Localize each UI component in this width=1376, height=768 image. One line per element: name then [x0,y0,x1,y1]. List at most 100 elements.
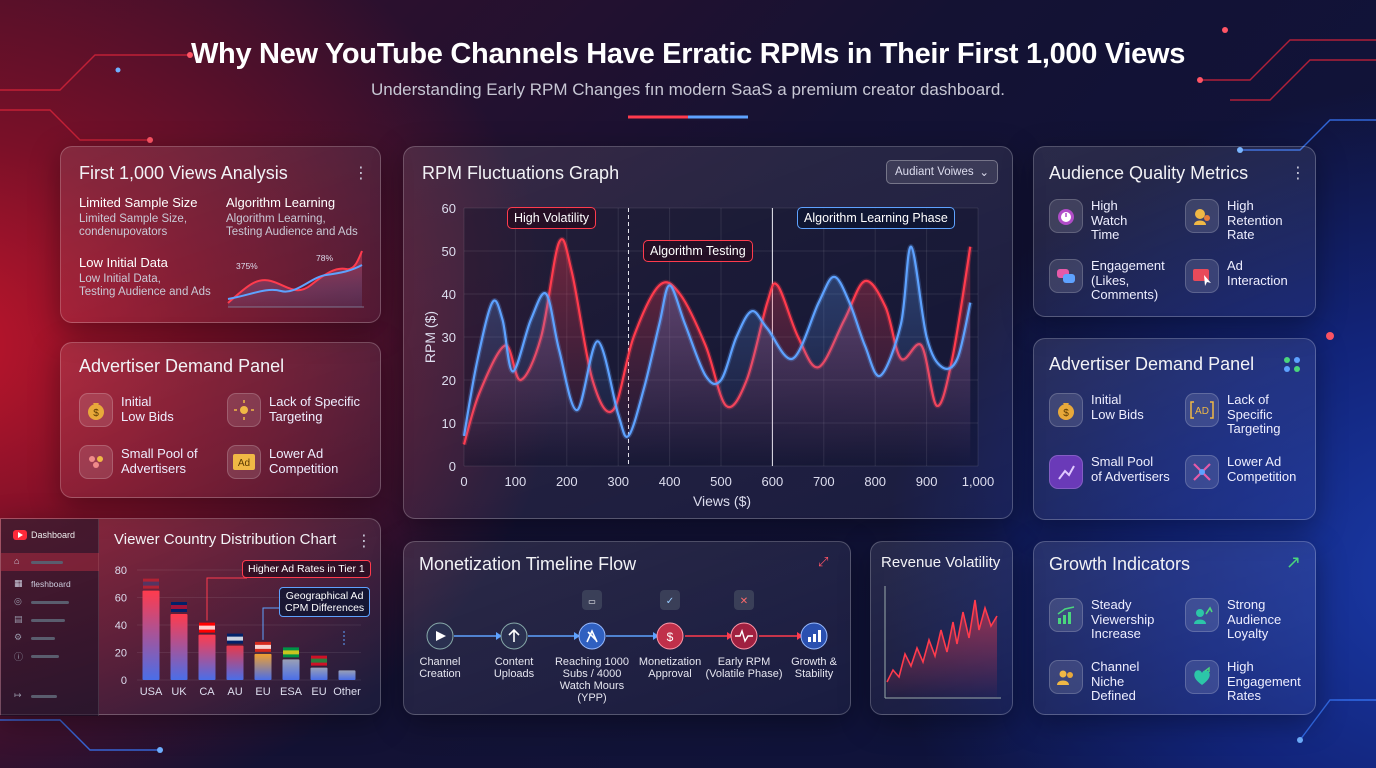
x-tick-label: EU [311,686,326,698]
more-options-icon[interactable]: ⋮ [1290,165,1307,182]
y-tick-label: 20 [442,373,456,388]
demand-item: Ad Lower Ad Competition [227,445,369,479]
timeline-step: Monetization Approval [638,656,702,680]
timeline-flow: $ ▭ ✓ ✕ [426,590,828,650]
svg-text:$: $ [1063,408,1069,419]
x-axis-label: Views ($) [693,493,751,509]
sidebar-item-dashboard[interactable]: ▦ fleshboard [14,578,71,589]
team-icon [1280,353,1304,380]
svg-text:$: $ [93,408,99,419]
demand-item: Small Pool of Advertisers [79,445,221,479]
annotation-algorithm-testing: Algorithm Testing [643,240,753,262]
annotation-high-volatility: High Volatility [507,207,597,229]
x-tick-label: 800 [864,474,886,489]
timeline-step: Content Uploads [493,656,535,680]
y-tick-label: 10 [442,416,456,431]
callout-geo: Geographical Ad CPM Differences [279,587,371,617]
loyalty-icon [1185,598,1219,632]
sidebar-item[interactable]: ▤ [1,611,99,629]
y-tick-label: 40 [442,287,456,302]
panel-title: Viewer Country Distribution Chart [114,531,337,548]
svg-text:$: $ [667,630,674,644]
y-axis-label: RPM ($) [422,311,438,363]
panel-title: RPM Fluctuations Graph [422,163,620,183]
page-title: Why New YouTube Channels Have Erratic RP… [190,38,1186,70]
growth-item: Steady Viewership Increase [1049,597,1181,642]
rpm-graph-panel: RPM Fluctuations Graph Audiant Voiwes ⌄ 0… [403,146,1013,519]
y-tick-label: 50 [442,244,456,259]
series-line [462,245,972,438]
advertiser-demand-panel-left: Advertiser Demand Panel $ Initial Low Bi… [60,342,381,498]
stopwatch-icon [1049,199,1083,233]
metric-item: Ad Interaction [1185,258,1317,293]
revenue-volatility-chart [884,586,1001,699]
advertiser-demand-panel-right: Advertiser Demand Panel $ Initial Low Bi… [1033,338,1316,520]
pool-icon [1049,455,1083,489]
sidebar-item-logout[interactable]: ↦ [1,687,99,705]
panel-title: Monetization Timeline Flow [419,554,637,574]
x-tick-label: 400 [659,474,681,489]
sidebar-item-label: fleshboard [31,579,71,589]
sidebar-item[interactable]: ◎ [1,593,99,611]
audience-dropdown[interactable]: Audiant Voiwes ⌄ [886,160,998,184]
panel-title: Revenue Volatility [881,554,1001,571]
svg-text:AD: AD [1195,406,1209,417]
x-tick-label: CA [199,686,215,698]
sidebar-item[interactable]: ⚙ [1,629,99,647]
chevron-down-icon: ⌄ [979,167,989,179]
rpm-line-chart: 0 100 200 300 400 500 600 700 800 900 1,000 0 10 20 30… [422,201,995,509]
svg-text:▭: ▭ [588,597,596,606]
panel-title: Advertiser Demand Panel [1049,354,1255,374]
panel-title: Audience Quality Metrics [1049,163,1249,183]
demand-item: AD Lack of Specific Targeting [1185,392,1317,437]
ad-interaction-icon [1185,259,1219,293]
volatile-icon [734,590,754,610]
engagement-icon [1185,660,1219,694]
item-head: Low Initial Data [79,255,168,270]
competition-icon [1185,455,1219,489]
x-tick-label: 200 [556,474,578,489]
callout-tier1: Higher Ad Rates in Tier 1 [242,560,371,578]
sidebar-item[interactable]: ⓘ [1,647,99,665]
country-bar [338,670,356,680]
expand-icon[interactable]: ⤢ [818,554,829,569]
timeline-panel: Monetization Timeline Flow ⤢ $ ▭ ✓ ✕ Cha… [403,541,851,715]
growth-item: Channel Niche Defined [1049,659,1181,704]
country-bar [282,659,300,680]
timeline-step: Early RPM (Volatile Phase) [705,656,783,680]
x-tick-label: 1,000 [962,474,995,489]
more-options-icon[interactable]: ⋮ [353,165,370,182]
country-bar [254,653,272,680]
badge-icon [582,590,602,610]
x-tick-label: 900 [916,474,938,489]
x-tick-label: 500 [710,474,732,489]
y-tick-label: 60 [442,201,456,216]
sidebar-brand: Dashboard [31,530,76,540]
country-bar [170,614,188,680]
money-bag-icon: $ [1049,393,1083,427]
sidebar-item-home[interactable]: ⌂ [1,553,99,571]
x-tick-label: AU [227,686,242,698]
y-tick-label: 20 [115,648,127,660]
demand-item: $ Initial Low Bids [79,393,221,427]
mini-label: 78% [316,253,333,263]
more-options-icon[interactable]: ⋮ [356,533,373,550]
demand-item: $ Initial Low Bids [1049,392,1176,427]
y-tick-label: 80 [115,565,127,577]
y-tick-label: 40 [115,620,127,632]
people-icon [79,445,113,479]
first-views-panel: First 1,000 Views Analysis ⋮ Limited Sam… [60,146,381,323]
country-bar-chart: 0 20 40 60 80 USA UK CA AU EU ESA EU Other [115,565,361,698]
audience-quality-panel: Audience Quality Metrics ⋮ High Watch Ti… [1033,146,1316,317]
panel-title: Advertiser Demand Panel [79,356,285,376]
x-tick-label: 0 [460,474,467,489]
svg-text:✓: ✓ [666,596,674,607]
x-tick-label: Other [333,686,361,698]
metric-item: High Retention Rate [1185,198,1317,243]
mini-line-chart: 375% 78% [227,250,364,308]
y-tick-label: 30 [442,330,456,345]
item-head: Algorithm Learning [226,195,336,210]
country-bar [310,667,328,680]
step-icons: $ ▭ ✓ ✕ [426,590,828,650]
